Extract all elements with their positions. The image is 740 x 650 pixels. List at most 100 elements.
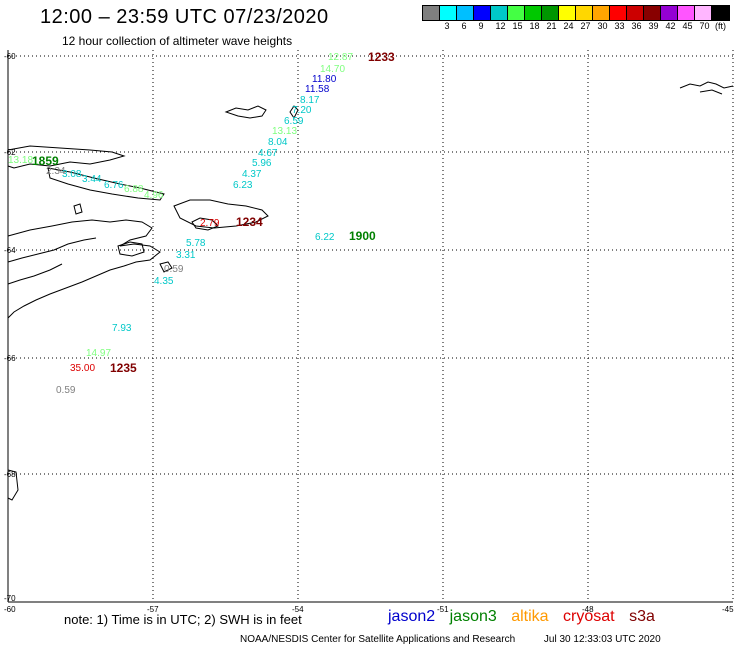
page-title: 12:00 – 23:59 UTC 07/23/2020: [40, 6, 329, 28]
wave-height-label: 3.44: [82, 174, 102, 185]
lat-tick-label: -64: [4, 246, 16, 255]
wave-height-label: 4.67: [258, 148, 278, 159]
wave-height-label: 4.35: [154, 276, 174, 287]
legend-label: 24: [563, 21, 574, 31]
seymour-island-coast: [159, 261, 173, 273]
credit-timestamp: Jul 30 12:33:03 UTC 2020: [543, 634, 661, 645]
peninsula-west-coast: [7, 237, 97, 285]
james-ross-island-coast: [117, 241, 145, 257]
pass-time-label: 1234: [236, 215, 263, 229]
credit-line: NOAA/NESDIS Center for Satellite Applica…: [240, 634, 687, 645]
color-legend-labels: 3 6 9 12 15 18 21 24 27 30 33 36 39 42 45 70 (ft): [422, 21, 740, 33]
pass-time-labels: 1233 1859 1234 1900 1235: [32, 50, 395, 375]
wave-height-label: 35.00: [70, 363, 95, 374]
legend-label: 21: [546, 21, 557, 31]
wave-height-label: 6.23: [233, 180, 253, 191]
wave-height-label: 6.76: [104, 180, 124, 191]
legend-swatch: [712, 6, 729, 20]
wave-height-label: 7.20: [292, 105, 312, 116]
legend-label: 36: [631, 21, 642, 31]
south-orkney-coast: [679, 81, 734, 95]
satellite-name-cryosat: cryosat: [563, 608, 615, 625]
legend-swatch: [508, 6, 525, 20]
legend-label: 12: [495, 21, 506, 31]
legend-label: 30: [597, 21, 608, 31]
legend-label: 39: [648, 21, 659, 31]
joinville-island-coast: [173, 199, 269, 229]
wave-height-label: 5.96: [252, 158, 272, 169]
legend-label: 6: [461, 21, 467, 31]
coast-fragment: [7, 469, 19, 501]
legend-swatch: [457, 6, 474, 20]
legend-label: 18: [529, 21, 540, 31]
wave-height-label: 4.96: [144, 190, 164, 201]
legend-label: 3: [444, 21, 450, 31]
legend-label: 42: [665, 21, 676, 31]
wave-height-label: 11.80: [312, 74, 337, 85]
pass-time-label: 1900: [349, 229, 376, 243]
legend-swatch: [610, 6, 627, 20]
coastlines: [7, 81, 734, 501]
pass-time-label: 1233: [368, 50, 395, 64]
pass-time-label: 1235: [110, 361, 137, 375]
wave-height-label: 6.88: [124, 184, 144, 195]
legend-label: 33: [614, 21, 625, 31]
footer-note: note: 1) Time is in UTC; 2) SWH is in fe…: [64, 612, 302, 627]
pass-time-label: 1859: [32, 154, 59, 168]
satellite-name-s3a: s3a: [629, 608, 655, 625]
lat-tick-label: -68: [4, 470, 16, 479]
credit-organization: NOAA/NESDIS Center for Satellite Applica…: [240, 634, 516, 645]
legend-swatch: [695, 6, 712, 20]
lat-tick-label: -70: [4, 594, 16, 603]
satellite-name-jason3: jason3: [449, 608, 497, 625]
wave-height-label: 3.08: [62, 169, 82, 180]
clarence-island-coast: [289, 105, 299, 119]
legend-swatch: [576, 6, 593, 20]
legend-swatch: [559, 6, 576, 20]
legend-swatch: [491, 6, 508, 20]
legend-swatch: [627, 6, 644, 20]
lon-tick-label: -48: [582, 605, 594, 614]
wave-height-label: 13.13: [272, 126, 297, 137]
wave-height-label: 14.70: [320, 64, 345, 75]
lon-tick-label: -45: [722, 605, 734, 614]
south-shetland-coast: [47, 167, 165, 201]
wave-height-label: 6.22: [315, 232, 335, 243]
lat-tick-label: -66: [4, 354, 16, 363]
lon-tick-label: -60: [4, 605, 16, 614]
wave-height-label: 2.79: [200, 218, 220, 229]
legend-swatch: [644, 6, 661, 20]
legend-swatch: [678, 6, 695, 20]
wave-height-label: 7.93: [112, 323, 132, 334]
legend-label: 27: [580, 21, 591, 31]
wave-height-label: 6.59: [284, 116, 304, 127]
latitude-tick-labels: -60 -62 -64 -66 -68 -70: [4, 52, 16, 603]
small-islet-coast: [73, 203, 83, 215]
legend-swatch: [440, 6, 457, 20]
legend-label: 70: [699, 21, 710, 31]
longitude-gridlines: [152, 50, 734, 602]
wave-height-label: 8.17: [300, 95, 320, 106]
dundee-island-coast: [191, 217, 219, 231]
lon-tick-label: -57: [147, 605, 159, 614]
lon-tick-label: -54: [292, 605, 304, 614]
wave-height-label: 3.31: [176, 250, 196, 261]
king-george-island-coast: [7, 145, 126, 169]
legend-label: 45: [682, 21, 693, 31]
lat-tick-label: -60: [4, 52, 16, 61]
legend-label: 9: [478, 21, 484, 31]
satellite-legend: jason2 jason3 altika cryosat s3a: [388, 608, 665, 626]
legend-swatch: [661, 6, 678, 20]
legend-swatch: [525, 6, 542, 20]
lon-tick-label: -51: [437, 605, 449, 614]
longitude-tick-labels: -60 -57 -54 -51 -48 -45: [4, 605, 734, 614]
wave-height-label: 8.04: [268, 137, 288, 148]
legend-swatch: [423, 6, 440, 20]
small-island-coast: [224, 105, 267, 119]
satellite-name-altika: altika: [511, 608, 549, 625]
wave-height-label: 12.87: [328, 52, 353, 63]
page-subtitle: 12 hour collection of altimeter wave hei…: [62, 34, 293, 48]
wave-height-label: 14.97: [86, 348, 111, 359]
